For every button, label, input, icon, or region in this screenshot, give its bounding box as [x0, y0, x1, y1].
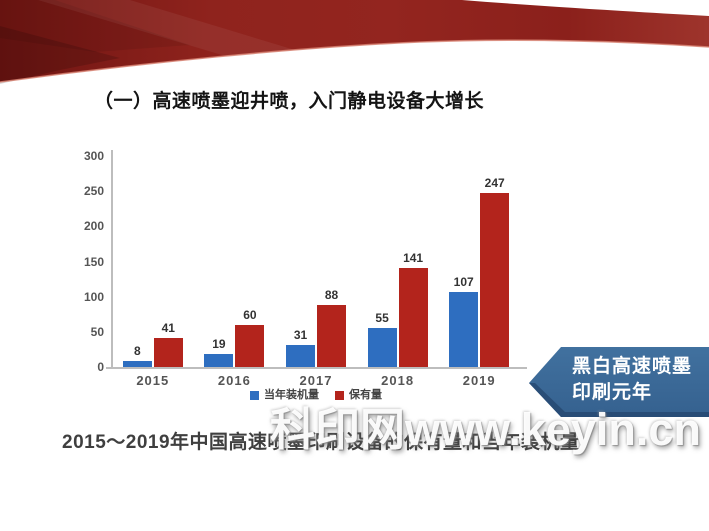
callout-arrow-banner: [529, 347, 709, 417]
x-axis-label-2019: 2019: [462, 373, 496, 388]
bar-保有量-2018: [398, 267, 428, 367]
bar-当年装机量-2018: [367, 328, 397, 367]
bar-value-label: 247: [484, 176, 505, 191]
legend-swatch-icon: [250, 391, 259, 400]
bar-当年装机量-2017: [286, 345, 315, 367]
y-tick-label: 150: [83, 254, 104, 269]
bar-value-label: 88: [324, 288, 339, 303]
slide-title: （一）高速喷墨迎井喷，入门静电设备大增长: [94, 91, 485, 112]
bar-保有量-2016: [235, 324, 265, 367]
x-axis-label-2015: 2015: [136, 373, 170, 388]
bar-value-label: 19: [212, 336, 226, 351]
y-tick-label: 200: [83, 219, 104, 234]
x-axis-label-2018: 2018: [381, 373, 415, 388]
bar-value-label: 141: [403, 250, 424, 265]
bar-value-label: 8: [133, 344, 141, 359]
legend-label: 当年装机量: [264, 389, 319, 401]
bar-value-label: 31: [293, 328, 308, 343]
x-axis-line: [106, 367, 527, 369]
callout-line-1: 黑白高速喷墨: [572, 356, 693, 377]
y-tick-label: 300: [83, 149, 104, 163]
red-ribbon-decoration: [0, 0, 709, 84]
y-tick-label: 250: [83, 184, 104, 199]
y-tick-label: 50: [90, 324, 104, 339]
bar-保有量-2017: [317, 305, 346, 367]
chart-caption: 2015～2019年中国高速喷墨印刷设备的保有量和当年装机量: [62, 432, 580, 453]
bar-value-label: 107: [453, 274, 474, 289]
legend-swatch-icon: [335, 391, 344, 400]
bar-当年装机量-2019: [449, 291, 479, 367]
chart-legend: 当年装机量 保有量: [112, 390, 520, 401]
legend-item-当年装机量: 当年装机量: [250, 390, 319, 401]
bar-value-label: 60: [243, 307, 257, 322]
y-axis-line: [111, 150, 113, 369]
bar-当年装机量-2015: [122, 361, 152, 367]
x-axis-label-2017: 2017: [299, 373, 333, 388]
x-axis-label-2016: 2016: [217, 373, 251, 388]
y-tick-label: 100: [83, 289, 104, 304]
keyin-watermark: 科印网www.keyin.cn: [270, 404, 701, 455]
bar-value-label: 41: [161, 321, 175, 336]
legend-label: 保有量: [349, 389, 382, 401]
bar-保有量-2019: [480, 193, 510, 367]
callout-line-2: 印刷元年: [572, 382, 653, 403]
legend-item-保有量: 保有量: [335, 390, 382, 401]
bar-当年装机量-2016: [204, 353, 234, 367]
bar-value-label: 55: [375, 311, 389, 326]
bar-保有量-2015: [153, 338, 183, 367]
y-tick-label: 0: [97, 360, 104, 374]
callout-text: 黑白高速喷墨 印刷元年: [572, 354, 692, 406]
